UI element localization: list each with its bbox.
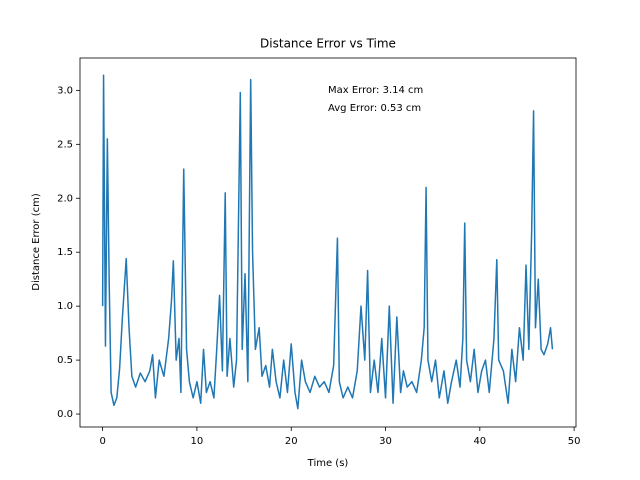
y-tick-label: 1.5: [57, 247, 73, 258]
y-axis-label: Distance Error (cm): [31, 193, 42, 291]
x-tick-label: 20: [285, 436, 298, 447]
y-tick-label: 3.0: [57, 85, 73, 96]
y-tick-label: 2.0: [57, 193, 73, 204]
x-tick-label: 30: [379, 436, 392, 447]
y-tick-label: 2.5: [57, 139, 73, 150]
x-tick-label: 10: [191, 436, 204, 447]
annotation: Avg Error: 0.53 cm: [328, 103, 421, 114]
plot-frame: [79, 57, 577, 428]
chart-title: Distance Error vs Time: [260, 37, 396, 51]
y-tick-label: 0.0: [57, 409, 73, 420]
data-line: [101, 74, 554, 410]
y-tick-label: 0.5: [57, 355, 73, 366]
x-tick-label: 40: [473, 436, 486, 447]
x-tick-label: 0: [99, 436, 105, 447]
annotation: Max Error: 3.14 cm: [328, 85, 423, 96]
x-tick-label: 50: [568, 436, 581, 447]
x-axis-label: Time (s): [307, 458, 349, 469]
y-tick-label: 1.0: [57, 301, 73, 312]
